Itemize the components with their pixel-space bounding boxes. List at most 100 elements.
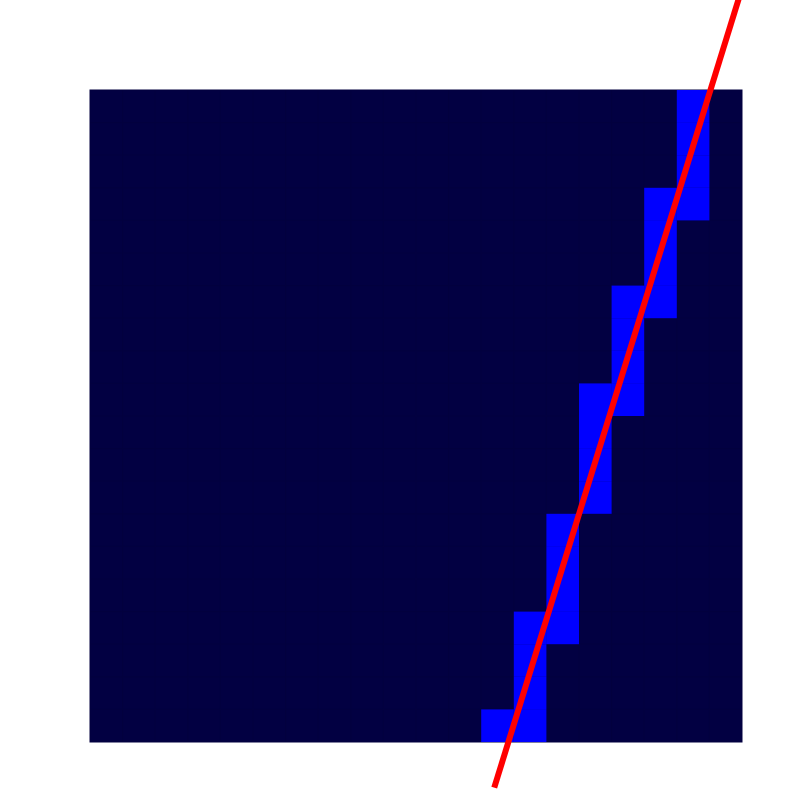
grid-cell bbox=[611, 676, 645, 710]
grid-cell bbox=[89, 350, 124, 384]
grid-cell bbox=[448, 89, 482, 124]
grid-cell bbox=[382, 89, 417, 124]
grid-cell bbox=[317, 89, 352, 124]
grid-cell bbox=[350, 708, 384, 743]
grid-cell bbox=[350, 545, 384, 580]
grid-cell bbox=[480, 611, 515, 645]
grid-cell bbox=[708, 382, 743, 417]
grid-cell bbox=[382, 545, 417, 580]
grid-cell bbox=[187, 187, 221, 221]
grid-cell bbox=[89, 122, 124, 156]
grid-cell bbox=[382, 219, 417, 254]
grid-cell bbox=[513, 415, 547, 450]
grid-cell bbox=[154, 578, 189, 613]
grid-cell bbox=[480, 219, 515, 254]
grid-cell bbox=[219, 643, 254, 678]
grid-cell bbox=[676, 643, 710, 678]
lit-pixel bbox=[579, 383, 612, 416]
grid-cell bbox=[219, 122, 254, 156]
grid-cell bbox=[219, 89, 254, 124]
grid-cell bbox=[708, 708, 743, 743]
grid-cell bbox=[513, 89, 547, 124]
grid-cell bbox=[480, 350, 515, 384]
grid-cell bbox=[448, 382, 482, 417]
grid-cell bbox=[89, 252, 124, 287]
grid-cell bbox=[122, 578, 156, 613]
grid-cell bbox=[676, 415, 710, 450]
grid-cell bbox=[382, 122, 417, 156]
grid-cell bbox=[480, 285, 515, 319]
grid-cell bbox=[154, 611, 189, 645]
grid-cell bbox=[89, 219, 124, 254]
grid-cell bbox=[317, 285, 352, 319]
grid-cell bbox=[154, 122, 189, 156]
grid-cell bbox=[513, 350, 547, 384]
grid-cell bbox=[219, 545, 254, 580]
grid-cell bbox=[252, 578, 287, 613]
grid-cell bbox=[317, 545, 352, 580]
grid-cell bbox=[643, 350, 678, 384]
grid-cell bbox=[480, 415, 515, 450]
grid-cell bbox=[350, 154, 384, 189]
grid-cell bbox=[350, 350, 384, 384]
grid-cell bbox=[480, 317, 515, 352]
grid-cell bbox=[382, 382, 417, 417]
grid-cell bbox=[317, 676, 352, 710]
grid-cell bbox=[382, 252, 417, 287]
grid-cell bbox=[350, 252, 384, 287]
grid-cell bbox=[480, 676, 515, 710]
grid-cell bbox=[89, 382, 124, 417]
grid-cell bbox=[676, 448, 710, 482]
grid-cell bbox=[285, 285, 319, 319]
grid-cell bbox=[448, 448, 482, 482]
grid-cell bbox=[676, 317, 710, 352]
grid-cell bbox=[513, 513, 547, 547]
grid-cell bbox=[480, 187, 515, 221]
grid-cell bbox=[578, 285, 613, 319]
grid-cell bbox=[415, 350, 450, 384]
grid-cell bbox=[89, 480, 124, 515]
grid-cell bbox=[317, 252, 352, 287]
grid-cell bbox=[676, 545, 710, 580]
grid-cell bbox=[187, 154, 221, 189]
grid-cell bbox=[122, 219, 156, 254]
grid-cell bbox=[317, 415, 352, 450]
grid-cell bbox=[545, 480, 580, 515]
grid-cell bbox=[480, 578, 515, 613]
grid-cell bbox=[285, 382, 319, 417]
grid-cell bbox=[415, 611, 450, 645]
grid-cell bbox=[676, 252, 710, 287]
grid-cell bbox=[578, 545, 613, 580]
grid-cell bbox=[415, 382, 450, 417]
grid-cell bbox=[89, 317, 124, 352]
grid-cell bbox=[122, 317, 156, 352]
grid-cell bbox=[708, 317, 743, 352]
grid-cell bbox=[448, 187, 482, 221]
grid-cell bbox=[611, 643, 645, 678]
grid-cell bbox=[187, 317, 221, 352]
grid-cell bbox=[89, 708, 124, 743]
grid-cell bbox=[415, 415, 450, 450]
grid-cell bbox=[415, 187, 450, 221]
grid-cell bbox=[122, 643, 156, 678]
grid-cell bbox=[317, 382, 352, 417]
grid-cell bbox=[252, 545, 287, 580]
grid-cell bbox=[643, 448, 678, 482]
grid-cell bbox=[219, 611, 254, 645]
grid-cell bbox=[578, 350, 613, 384]
grid-cell bbox=[154, 415, 189, 450]
grid-cell bbox=[545, 285, 580, 319]
grid-cell bbox=[187, 122, 221, 156]
grid-cell bbox=[708, 219, 743, 254]
grid-cell bbox=[122, 382, 156, 417]
grid-cell bbox=[513, 317, 547, 352]
grid-cell bbox=[578, 611, 613, 645]
grid-cell bbox=[611, 480, 645, 515]
grid-cell bbox=[122, 350, 156, 384]
grid-cell bbox=[545, 415, 580, 450]
grid-cell bbox=[611, 122, 645, 156]
grid-cell bbox=[122, 513, 156, 547]
grid-cell bbox=[480, 545, 515, 580]
grid-cell bbox=[415, 154, 450, 189]
grid-cell bbox=[350, 415, 384, 450]
